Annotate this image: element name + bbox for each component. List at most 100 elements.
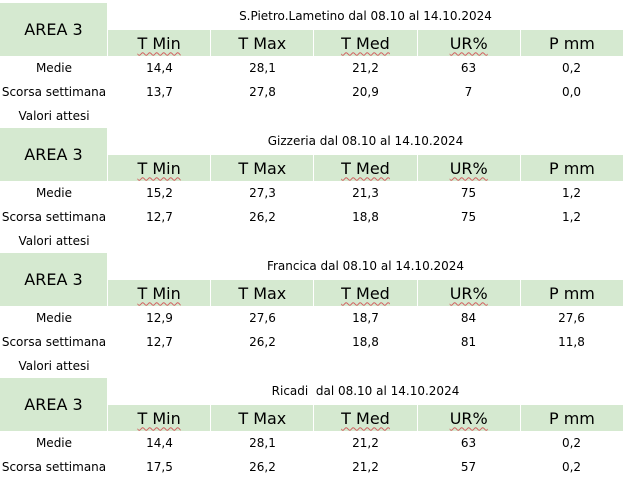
col-header-t-max: T Max — [210, 30, 313, 56]
ur-value: 7 — [464, 85, 473, 99]
col-header-ur: UR% — [416, 30, 520, 56]
block-header: AREA 3 Ricadi dal 08.10 al 14.10.2024 T … — [0, 378, 623, 431]
row-label: Valori attesi — [18, 359, 90, 373]
col-header-p-mm: P mm — [519, 30, 623, 56]
table-row-valori-attesi: Valori attesi — [0, 104, 623, 128]
ur-value: 57 — [460, 460, 477, 474]
area-label: AREA 3 — [0, 128, 108, 181]
block-header: AREA 3 Francica dal 08.10 al 14.10.2024 … — [0, 253, 623, 306]
t-med-value: 18,8 — [352, 210, 379, 224]
area-label: AREA 3 — [0, 3, 108, 56]
ur-value: 63 — [460, 436, 477, 450]
station-block-francica: AREA 3 Francica dal 08.10 al 14.10.2024 … — [0, 253, 623, 378]
t-max-value: 27,8 — [249, 85, 276, 99]
col-header-ur: UR% — [416, 155, 520, 181]
t-min-value: 14,4 — [146, 436, 173, 450]
table-row-scorsa-settimana: Scorsa settimana 12,7 26,2 18,8 75 1,2 — [0, 205, 623, 229]
t-min-value: 17,5 — [146, 460, 173, 474]
t-max-value: 27,3 — [249, 186, 276, 200]
col-header-t-med: T Med — [313, 30, 416, 56]
col-header-t-max: T Max — [210, 155, 313, 181]
col-header-t-max: T Max — [210, 405, 313, 431]
t-max-value: 26,2 — [249, 335, 276, 349]
table-row-medie: Medie 14,4 28,1 21,2 63 0,2 — [0, 431, 623, 455]
station-title: Ricadi dal 08.10 al 14.10.2024 — [108, 378, 623, 404]
ur-value: 75 — [460, 210, 477, 224]
col-header-p-mm: P mm — [519, 280, 623, 306]
col-header-t-max: T Max — [210, 280, 313, 306]
station-block-gizzeria: AREA 3 Gizzeria dal 08.10 al 14.10.2024 … — [0, 128, 623, 253]
table-row-valori-attesi: Valori attesi — [0, 354, 623, 378]
row-label: Valori attesi — [18, 234, 90, 248]
p-mm-value: 11,8 — [558, 335, 585, 349]
t-min-value: 12,9 — [146, 311, 173, 325]
column-headers: T Min T Max T Med UR% P mm — [108, 280, 623, 306]
col-header-t-min: T Min — [137, 33, 181, 53]
row-label: Medie — [35, 311, 73, 325]
row-label: Medie — [35, 61, 73, 75]
col-header-p-mm: P mm — [519, 405, 623, 431]
row-label: Valori attesi — [18, 109, 90, 123]
station-title: Francica dal 08.10 al 14.10.2024 — [108, 253, 623, 279]
col-header-t-min: T Min — [137, 408, 181, 428]
t-max-value: 26,2 — [249, 460, 276, 474]
row-label: Scorsa settimana — [1, 335, 107, 349]
col-header-t-min: T Min — [137, 158, 181, 178]
block-header: AREA 3 S.Pietro.Lametino dal 08.10 al 14… — [0, 3, 623, 56]
row-label: Scorsa settimana — [1, 85, 107, 99]
col-header-t-med: T Med — [313, 405, 416, 431]
row-label: Medie — [35, 436, 73, 450]
col-header-ur: UR% — [416, 405, 520, 431]
table-row-valori-attesi: Valori attesi — [0, 229, 623, 253]
p-mm-value: 1,2 — [561, 186, 582, 200]
row-label: Scorsa settimana — [1, 460, 107, 474]
p-mm-value: 1,2 — [561, 210, 582, 224]
t-max-value: 28,1 — [249, 436, 276, 450]
station-block-ricadi: AREA 3 Ricadi dal 08.10 al 14.10.2024 T … — [0, 378, 623, 479]
row-label: Scorsa settimana — [1, 210, 107, 224]
col-header-t-min: T Min — [137, 283, 181, 303]
col-header-ur: UR% — [416, 280, 520, 306]
t-min-value: 15,2 — [146, 186, 173, 200]
t-med-value: 20,9 — [352, 85, 379, 99]
t-med-value: 18,8 — [352, 335, 379, 349]
t-max-value: 27,6 — [249, 311, 276, 325]
ur-value: 75 — [460, 186, 477, 200]
t-min-value: 12,7 — [146, 210, 173, 224]
t-max-value: 28,1 — [249, 61, 276, 75]
p-mm-value: 0,2 — [561, 436, 582, 450]
station-block-san-pietro-lametino: AREA 3 S.Pietro.Lametino dal 08.10 al 14… — [0, 3, 623, 128]
t-med-value: 18,7 — [352, 311, 379, 325]
column-headers: T Min T Max T Med UR% P mm — [108, 155, 623, 181]
row-label: Medie — [35, 186, 73, 200]
ur-value: 63 — [460, 61, 477, 75]
t-med-value: 21,3 — [352, 186, 379, 200]
area-label: AREA 3 — [0, 253, 108, 306]
table-row-scorsa-settimana: Scorsa settimana 17,5 26,2 21,2 57 0,2 — [0, 455, 623, 479]
t-med-value: 21,2 — [352, 436, 379, 450]
table-row-scorsa-settimana: Scorsa settimana 12,7 26,2 18,8 81 11,8 — [0, 330, 623, 354]
column-headers: T Min T Max T Med UR% P mm — [108, 405, 623, 431]
block-header: AREA 3 Gizzeria dal 08.10 al 14.10.2024 … — [0, 128, 623, 181]
p-mm-value: 0,2 — [561, 61, 582, 75]
column-headers: T Min T Max T Med UR% P mm — [108, 30, 623, 56]
col-header-p-mm: P mm — [519, 155, 623, 181]
col-header-t-med: T Med — [313, 280, 416, 306]
table-row-medie: Medie 12,9 27,6 18,7 84 27,6 — [0, 306, 623, 330]
table-row-scorsa-settimana: Scorsa settimana 13,7 27,8 20,9 7 0,0 — [0, 80, 623, 104]
table-row-medie: Medie 14,4 28,1 21,2 63 0,2 — [0, 56, 623, 80]
col-header-t-med: T Med — [313, 155, 416, 181]
t-med-value: 21,2 — [352, 460, 379, 474]
area-label: AREA 3 — [0, 378, 108, 431]
ur-value: 81 — [460, 335, 477, 349]
t-min-value: 12,7 — [146, 335, 173, 349]
station-title: S.Pietro.Lametino dal 08.10 al 14.10.202… — [108, 3, 623, 29]
station-title: Gizzeria dal 08.10 al 14.10.2024 — [108, 128, 623, 154]
ur-value: 84 — [460, 311, 477, 325]
t-max-value: 26,2 — [249, 210, 276, 224]
t-min-value: 13,7 — [146, 85, 173, 99]
p-mm-value: 0,2 — [561, 460, 582, 474]
t-min-value: 14,4 — [146, 61, 173, 75]
table-row-medie: Medie 15,2 27,3 21,3 75 1,2 — [0, 181, 623, 205]
